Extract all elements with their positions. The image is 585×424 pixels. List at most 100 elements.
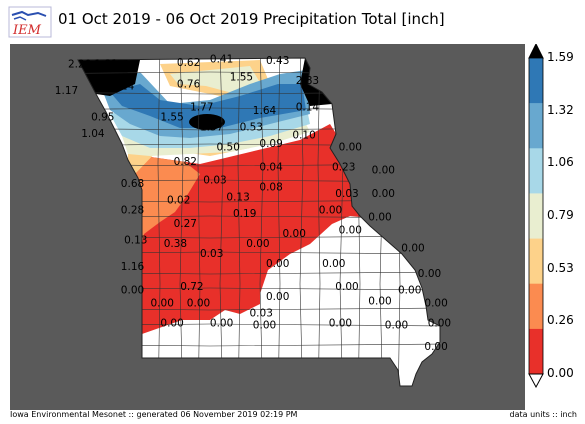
station-value: 0.00 (266, 291, 289, 303)
station-value: 0.41 (210, 54, 233, 66)
station-value: 0.00 (339, 141, 362, 153)
station-value: 0.00 (339, 225, 362, 237)
colorbar-tick-label: 1.59 (547, 50, 574, 64)
station-value: 0.95 (91, 112, 114, 124)
station-value: 0.13 (124, 235, 147, 247)
station-value: 1.55 (160, 112, 183, 124)
station-value: 0.00 (424, 341, 447, 353)
station-value: 0.00 (329, 318, 352, 330)
station-value: 1.14 (111, 80, 135, 92)
station-value: 0.13 (226, 191, 249, 203)
station-value: 0.00 (401, 243, 424, 255)
station-value: 0.00 (368, 211, 391, 223)
station-value: 0.82 (174, 156, 197, 168)
colorbar-tick-label: 0.26 (547, 313, 574, 328)
station-value: 1.64 (253, 105, 277, 117)
footer-generated: Iowa Environmental Mesonet :: generated … (10, 410, 298, 419)
page-title: 01 Oct 2019 - 06 Oct 2019 Precipitation … (58, 10, 445, 28)
logo-text: IEM (12, 23, 42, 38)
map-canvas: 2.20 1.81 0.62 0.41 0.43 1.17 1.14 0.76 1.55 2.83… (55, 54, 451, 387)
colorbar-segment (529, 328, 543, 375)
colorbar-tick-label: 0.00 (547, 366, 574, 380)
colorbar-segment (529, 103, 543, 149)
county-border-line (78, 323, 440, 327)
colorbar-tick-label: 1.06 (547, 155, 574, 170)
station-value: 0.00 (398, 284, 421, 296)
colorbar-segment (529, 283, 543, 330)
station-value: 0.68 (121, 178, 144, 190)
station-value: 0.00 (322, 258, 345, 270)
colorbar-tick-label: 0.53 (547, 260, 574, 275)
station-value: 0.72 (180, 281, 203, 293)
contour-band-midblue (100, 70, 310, 138)
station-value: 0.03 (250, 308, 273, 320)
county-border-line (179, 58, 184, 386)
county-border-line (277, 58, 281, 386)
station-value: 0.09 (259, 138, 282, 150)
county-border-line (78, 307, 440, 311)
station-value: 1.16 (121, 261, 145, 273)
station-value: 0.00 (210, 318, 233, 330)
contour-band-black-ne (300, 58, 332, 106)
station-value: 0.76 (177, 78, 201, 90)
station-value: 2.83 (296, 75, 319, 87)
county-border-line (78, 271, 440, 275)
colorbar (528, 44, 544, 388)
county-border-line (259, 58, 264, 386)
station-value: 0.00 (372, 165, 395, 177)
station-value: 0.00 (424, 298, 447, 310)
station-value: 0.03 (203, 175, 226, 187)
station-value: 0.38 (164, 238, 187, 250)
precip-contours (78, 58, 380, 334)
contour-band-black-nw (78, 60, 140, 96)
station-value: 0.23 (332, 161, 355, 173)
station-value: 0.00 (385, 320, 408, 332)
station-value: 0.00 (121, 284, 144, 296)
station-value: 0.00 (283, 228, 306, 240)
station-value: 2.20 (68, 58, 91, 70)
station-value: 0.02 (167, 195, 190, 207)
county-border-line (78, 287, 440, 291)
station-value: 0.14 (296, 102, 320, 114)
station-value: 1.04 (81, 128, 105, 140)
county-border-line (197, 58, 201, 386)
station-value: 0.43 (266, 55, 289, 67)
station-value: 0.00 (246, 238, 269, 250)
station-value: 1.77 (190, 102, 213, 114)
station-value: 0.27 (174, 218, 197, 230)
state-outline (77, 57, 441, 387)
station-value: 1.57 (200, 122, 223, 134)
station-value: 0.00 (428, 318, 451, 330)
station-value: 0.04 (259, 161, 283, 173)
colorbar-over-triangle (528, 44, 544, 59)
station-value: 1.81 (94, 58, 117, 70)
station-value: 1.17 (55, 85, 78, 97)
county-border-line (78, 343, 440, 347)
station-value: 0.28 (121, 205, 144, 217)
colorbar-segment (529, 58, 543, 104)
colorbar-tick-label: 0.79 (547, 208, 574, 222)
station-value: 1.55 (230, 72, 253, 84)
county-border-line (78, 251, 440, 255)
station-value: 0.19 (233, 208, 256, 220)
colorbar-under-triangle (528, 373, 544, 388)
station-value: 0.53 (240, 122, 263, 134)
station-value: 0.00 (368, 296, 391, 308)
county-border-line (299, 58, 304, 386)
county-border-line (317, 58, 321, 386)
station-value: 0.10 (292, 130, 315, 142)
county-border-line (157, 58, 161, 386)
station-value: 0.08 (259, 181, 282, 193)
county-border-line (237, 58, 241, 386)
colorbar-segment (529, 148, 543, 194)
station-value: 0.00 (319, 205, 342, 217)
station-value: 0.03 (335, 188, 358, 200)
station-value-labels: 2.20 1.81 0.62 0.41 0.43 1.17 1.14 0.76 1.55 2.83… (55, 54, 451, 353)
footer-units: data units :: inch (509, 410, 577, 419)
colorbar-segment (529, 238, 543, 285)
station-value: 0.00 (335, 281, 358, 293)
county-border-line (219, 58, 224, 386)
station-value: 0.00 (418, 268, 441, 280)
iem-logo: IEM (8, 6, 52, 38)
colorbar-segment (529, 193, 543, 239)
